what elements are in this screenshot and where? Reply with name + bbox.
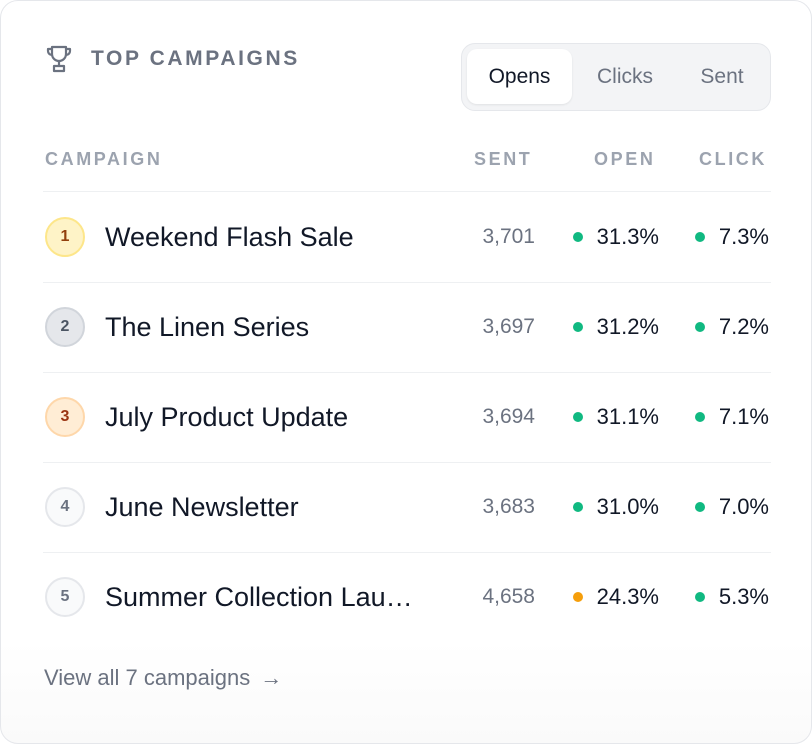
sent-count: 4,658 [482,585,535,608]
view-all-label: View all 7 campaigns [44,665,251,690]
campaign-name: June Newsletter [105,491,299,522]
open-rate-value: 31.3% [596,224,659,249]
rank-badge: 1 [45,217,85,257]
column-header-open[interactable]: OPEN [594,149,656,169]
status-dot [694,412,705,422]
campaign-name: The Linen Series [105,311,310,342]
click-rate: 7.3% [671,192,769,282]
metric-tabs: Opens Clicks Sent [461,43,771,111]
table-row[interactable]: 4 June Newsletter 3,683 31.0% 7.0% [43,462,771,552]
sent-count: 3,701 [482,225,535,248]
click-rate-value: 7.1% [718,404,769,429]
column-header-campaign[interactable]: CAMPAIGN [45,149,163,169]
sent-count: 3,697 [482,315,535,338]
click-rate-value: 5.3% [718,584,769,609]
status-dot [572,322,583,332]
open-rate-value: 24.3% [596,584,659,609]
campaign-name: Weekend Flash Sale [105,221,354,252]
rank-badge: 4 [45,487,85,527]
tab-sent[interactable]: Sent [700,64,744,88]
status-dot [694,592,705,602]
open-rate-value: 31.0% [596,494,659,519]
click-rate: 7.1% [671,372,769,462]
status-dot [694,232,705,242]
view-all-campaigns-link[interactable]: View all 7 campaigns → [44,665,282,691]
campaign-name: Summer Collection Lau… [105,581,413,612]
sent-count: 3,694 [482,405,535,428]
click-rate-value: 7.3% [718,224,769,249]
trophy-icon [46,45,72,73]
rank-badge: 2 [45,307,85,347]
open-rate-value: 31.2% [596,314,659,339]
card-title: TOP CAMPAIGNS [91,47,300,70]
status-dot [572,412,583,422]
card-header: TOP CAMPAIGNS [45,43,300,75]
open-rate: 24.3% [543,552,659,642]
open-rate: 31.2% [543,282,659,372]
status-dot [572,502,583,512]
open-rate: 31.0% [543,462,659,552]
click-rate-value: 7.0% [718,494,769,519]
arrow-right-icon: → [260,665,283,690]
tab-opens[interactable]: Opens [467,49,572,104]
row-divider [43,462,771,463]
click-rate-value: 7.2% [718,314,769,339]
status-dot [694,502,705,512]
table-row[interactable]: 1 Weekend Flash Sale 3,701 31.3% 7.3% [43,192,771,282]
row-divider [43,372,771,373]
table-row[interactable]: 5 Summer Collection Lau… 4,658 24.3% 5.3… [43,552,771,642]
sent-count: 3,683 [482,495,535,518]
status-dot [572,592,583,602]
status-dot [572,232,583,242]
campaign-name: July Product Update [105,401,349,432]
row-divider [43,282,771,283]
open-rate: 31.3% [543,192,659,282]
status-dot [694,322,705,332]
click-rate: 5.3% [671,552,769,642]
table-row[interactable]: 3 July Product Update 3,694 31.1% 7.1% [43,372,771,462]
tab-clicks[interactable]: Clicks [597,64,653,88]
rank-badge: 5 [45,577,85,617]
table-row[interactable]: 2 The Linen Series 3,697 31.2% 7.2% [43,282,771,372]
column-header-sent[interactable]: SENT [474,149,533,169]
click-rate: 7.0% [671,462,769,552]
column-header-click[interactable]: CLICK [699,149,767,169]
rank-badge: 3 [45,397,85,437]
click-rate: 7.2% [671,282,769,372]
open-rate-value: 31.1% [596,404,659,429]
open-rate: 31.1% [543,372,659,462]
header-divider [43,191,771,192]
row-divider [43,552,771,553]
